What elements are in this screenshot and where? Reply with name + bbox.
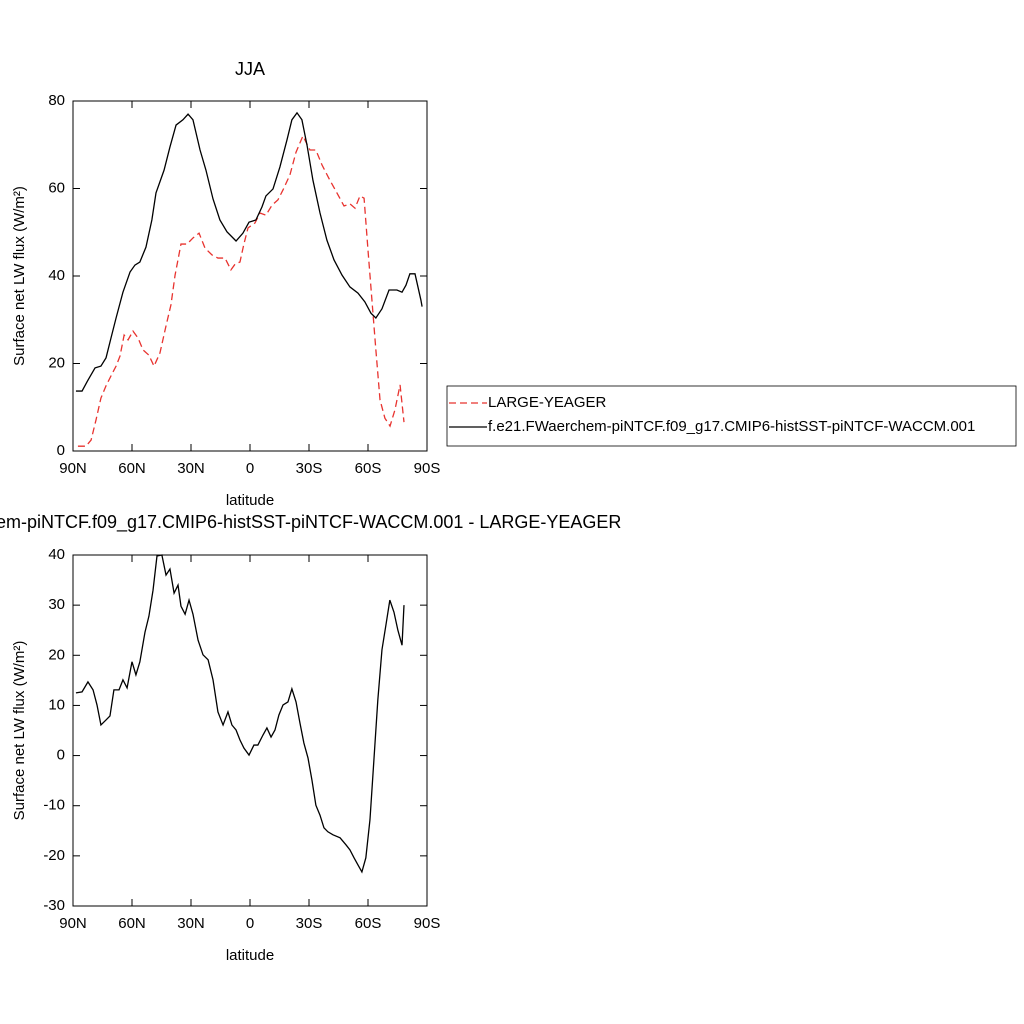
y-tick-label: 10: [48, 696, 65, 713]
legend: LARGE-YEAGER f.e21.FWaerchem-piNTCF.f09_g…: [446, 385, 1017, 447]
y-tick-label: 40: [48, 546, 65, 563]
y-axis-label: Surface net LW flux (W/m²): [11, 186, 28, 366]
x-tick-label: 30S: [296, 460, 323, 477]
legend-label: f.e21.FWaerchem-piNTCF.f09_g17.CMIP6-his…: [488, 418, 975, 435]
x-tick-label: 30S: [296, 915, 323, 932]
data-line: [77, 134, 405, 447]
chart-title: f.e21.FWaerchem-piNTCF.f09_g17.CMIP6-his…: [0, 512, 621, 533]
x-tick-label: 60N: [118, 915, 146, 932]
x-tick-label: 60S: [355, 915, 382, 932]
x-tick-label: 60N: [118, 460, 146, 477]
x-tick-label: 90N: [59, 460, 87, 477]
plot-frame: [72, 100, 428, 452]
y-tick-label: 0: [57, 747, 65, 764]
y-tick-label: 0: [57, 442, 65, 459]
y-tick-label: 60: [48, 179, 65, 196]
y-tick-label: 80: [48, 92, 65, 109]
x-tick-label: 90S: [414, 460, 441, 477]
x-tick-label: 0: [246, 460, 254, 477]
legend-box: [446, 385, 1017, 447]
y-axis-label: Surface net LW flux (W/m²): [11, 641, 28, 821]
x-tick-label: 90S: [414, 915, 441, 932]
y-tick-label: 40: [48, 267, 65, 284]
y-tick-label: -10: [43, 797, 65, 814]
data-line: [75, 111, 423, 392]
x-tick-label: 30N: [177, 460, 205, 477]
y-tick-label: 20: [48, 646, 65, 663]
x-tick-label: 30N: [177, 915, 205, 932]
x-tick-label: 60S: [355, 460, 382, 477]
y-tick-label: -30: [43, 897, 65, 914]
plot-frame: [72, 554, 428, 907]
x-tick-label: 90N: [59, 915, 87, 932]
data-line: [75, 554, 405, 874]
x-tick-label: 0: [246, 915, 254, 932]
y-tick-label: -20: [43, 847, 65, 864]
y-tick-label: 30: [48, 596, 65, 613]
x-axis-label: latitude: [226, 947, 274, 964]
x-axis-label: latitude: [226, 492, 274, 509]
legend-label: LARGE-YEAGER: [488, 394, 607, 411]
y-tick-label: 20: [48, 354, 65, 371]
chart-title: JJA: [235, 59, 265, 79]
